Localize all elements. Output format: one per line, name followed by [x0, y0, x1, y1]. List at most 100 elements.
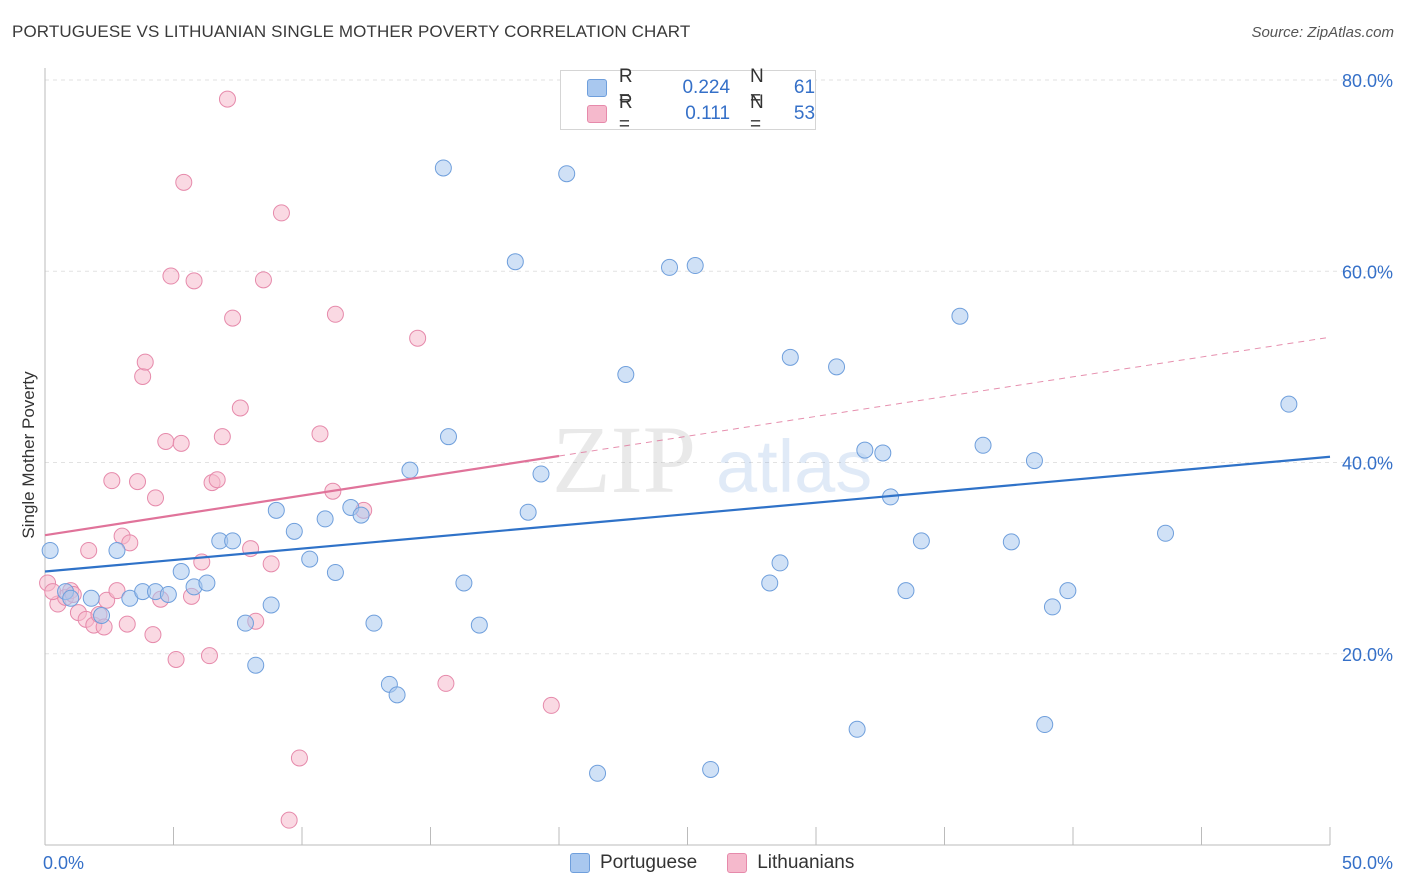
portuguese-point — [470, 616, 488, 634]
portuguese-point — [159, 585, 177, 603]
portuguese-point — [761, 574, 779, 592]
chart-title: PORTUGUESE VS LITHUANIAN SINGLE MOTHER P… — [12, 22, 691, 41]
legend-item-portuguese[interactable]: Portuguese — [570, 852, 697, 874]
portuguese-trend-line — [44, 455, 1331, 573]
r-value: 0.111 — [685, 103, 731, 124]
watermark-zip: ZIP — [552, 406, 696, 513]
portuguese-point — [326, 563, 344, 581]
x-tick-label: 0.0% — [43, 853, 84, 873]
portuguese-point — [93, 607, 111, 624]
portuguese-point — [388, 686, 406, 704]
portuguese-point — [1025, 452, 1043, 470]
portuguese-swatch — [587, 79, 607, 97]
n-label: N = — [750, 66, 764, 109]
portuguese-point — [781, 348, 799, 366]
lithuanians-trend-line-extrapolated — [558, 336, 1331, 457]
legend-item-lithuanians[interactable]: Lithuanians — [727, 852, 854, 874]
portuguese-point — [1002, 533, 1020, 551]
portuguese-point — [951, 307, 969, 325]
portuguese-point — [401, 461, 419, 479]
lithuanians-point — [218, 90, 236, 108]
portuguese-point — [365, 614, 383, 632]
lithuanians-point — [437, 674, 455, 692]
lithuanians-point — [162, 267, 180, 285]
series-lithuanians-points — [39, 90, 560, 829]
lithuanians-point — [147, 489, 165, 507]
portuguese-point — [455, 574, 473, 592]
lithuanians-point — [213, 428, 231, 446]
lithuanians-point — [542, 696, 560, 714]
portuguese-point — [198, 574, 216, 592]
lithuanians-trend-line — [44, 454, 560, 537]
gridlines — [45, 79, 1392, 655]
y-axis-label: Single Mother Poverty — [19, 371, 38, 539]
portuguese-point — [301, 550, 319, 568]
portuguese-point — [874, 444, 892, 462]
portuguese-point — [661, 258, 679, 276]
lithuanians-point — [231, 399, 249, 417]
n-value: 53 — [793, 103, 816, 124]
portuguese-point — [439, 428, 457, 446]
portuguese-point — [108, 541, 126, 559]
lithuanians-point — [121, 534, 139, 552]
portuguese-point — [506, 253, 524, 271]
lithuanians-point — [224, 309, 242, 327]
watermark: ZIP atlas — [552, 406, 872, 513]
lithuanians-point — [103, 472, 121, 490]
stats-legend: R = 0.224 N = 61 R = 0.111 N = 53 — [560, 66, 816, 135]
y-tick-label: 60.0% — [1342, 262, 1393, 282]
lithuanians-point — [326, 305, 344, 323]
y-tick-label: 80.0% — [1342, 71, 1393, 91]
portuguese-point — [828, 358, 846, 376]
portuguese-point — [897, 582, 915, 600]
lithuanians-point — [144, 626, 162, 644]
lithuanians-point — [254, 271, 272, 289]
portuguese-point — [82, 589, 100, 607]
portuguese-point — [285, 522, 303, 540]
lithuanians-point — [311, 425, 329, 443]
portuguese-point — [617, 366, 635, 384]
lithuanians-point — [280, 811, 298, 829]
x-tick-label: 50.0% — [1342, 853, 1393, 873]
lithuanians-point — [208, 471, 226, 489]
legend-label: Portuguese — [600, 852, 698, 873]
lithuanians-point — [108, 582, 126, 600]
portuguese-point — [247, 656, 265, 674]
portuguese-point — [856, 441, 874, 459]
portuguese-point — [236, 614, 254, 632]
source-label: Source: ZipAtlas.com — [1251, 24, 1394, 41]
portuguese-swatch — [570, 853, 590, 873]
portuguese-point — [532, 465, 550, 483]
portuguese-point — [702, 760, 720, 778]
lithuanians-point — [157, 432, 175, 450]
portuguese-point — [267, 501, 285, 519]
trend-lines — [44, 336, 1331, 573]
r-label: R = — [618, 66, 633, 109]
lithuanians-point — [175, 173, 193, 191]
r-label: R = — [618, 92, 633, 135]
lithuanians-swatch — [587, 105, 607, 123]
portuguese-point — [316, 510, 334, 528]
portuguese-point — [974, 436, 992, 454]
portuguese-point — [224, 532, 242, 550]
lithuanians-point — [290, 749, 308, 767]
lithuanians-point — [80, 541, 98, 559]
portuguese-point — [434, 159, 452, 177]
portuguese-point — [62, 589, 80, 607]
portuguese-point — [1157, 524, 1175, 542]
watermark-atlas: atlas — [716, 425, 872, 508]
y-tick-label: 40.0% — [1342, 454, 1393, 474]
portuguese-point — [589, 764, 607, 782]
stats-row-lithuanians: R = 0.111 N = 53 — [587, 92, 816, 135]
lithuanians-point — [167, 650, 185, 668]
series-portuguese-points — [41, 159, 1298, 782]
stats-row-portuguese: R = 0.224 N = 61 — [587, 66, 816, 109]
portuguese-point — [558, 165, 576, 183]
lithuanians-point — [118, 615, 136, 633]
portuguese-point — [1059, 582, 1077, 600]
portuguese-point — [912, 532, 930, 550]
n-value: 61 — [793, 77, 816, 98]
lithuanians-point — [200, 647, 218, 665]
lithuanians-point — [262, 555, 280, 573]
portuguese-point — [771, 554, 789, 572]
